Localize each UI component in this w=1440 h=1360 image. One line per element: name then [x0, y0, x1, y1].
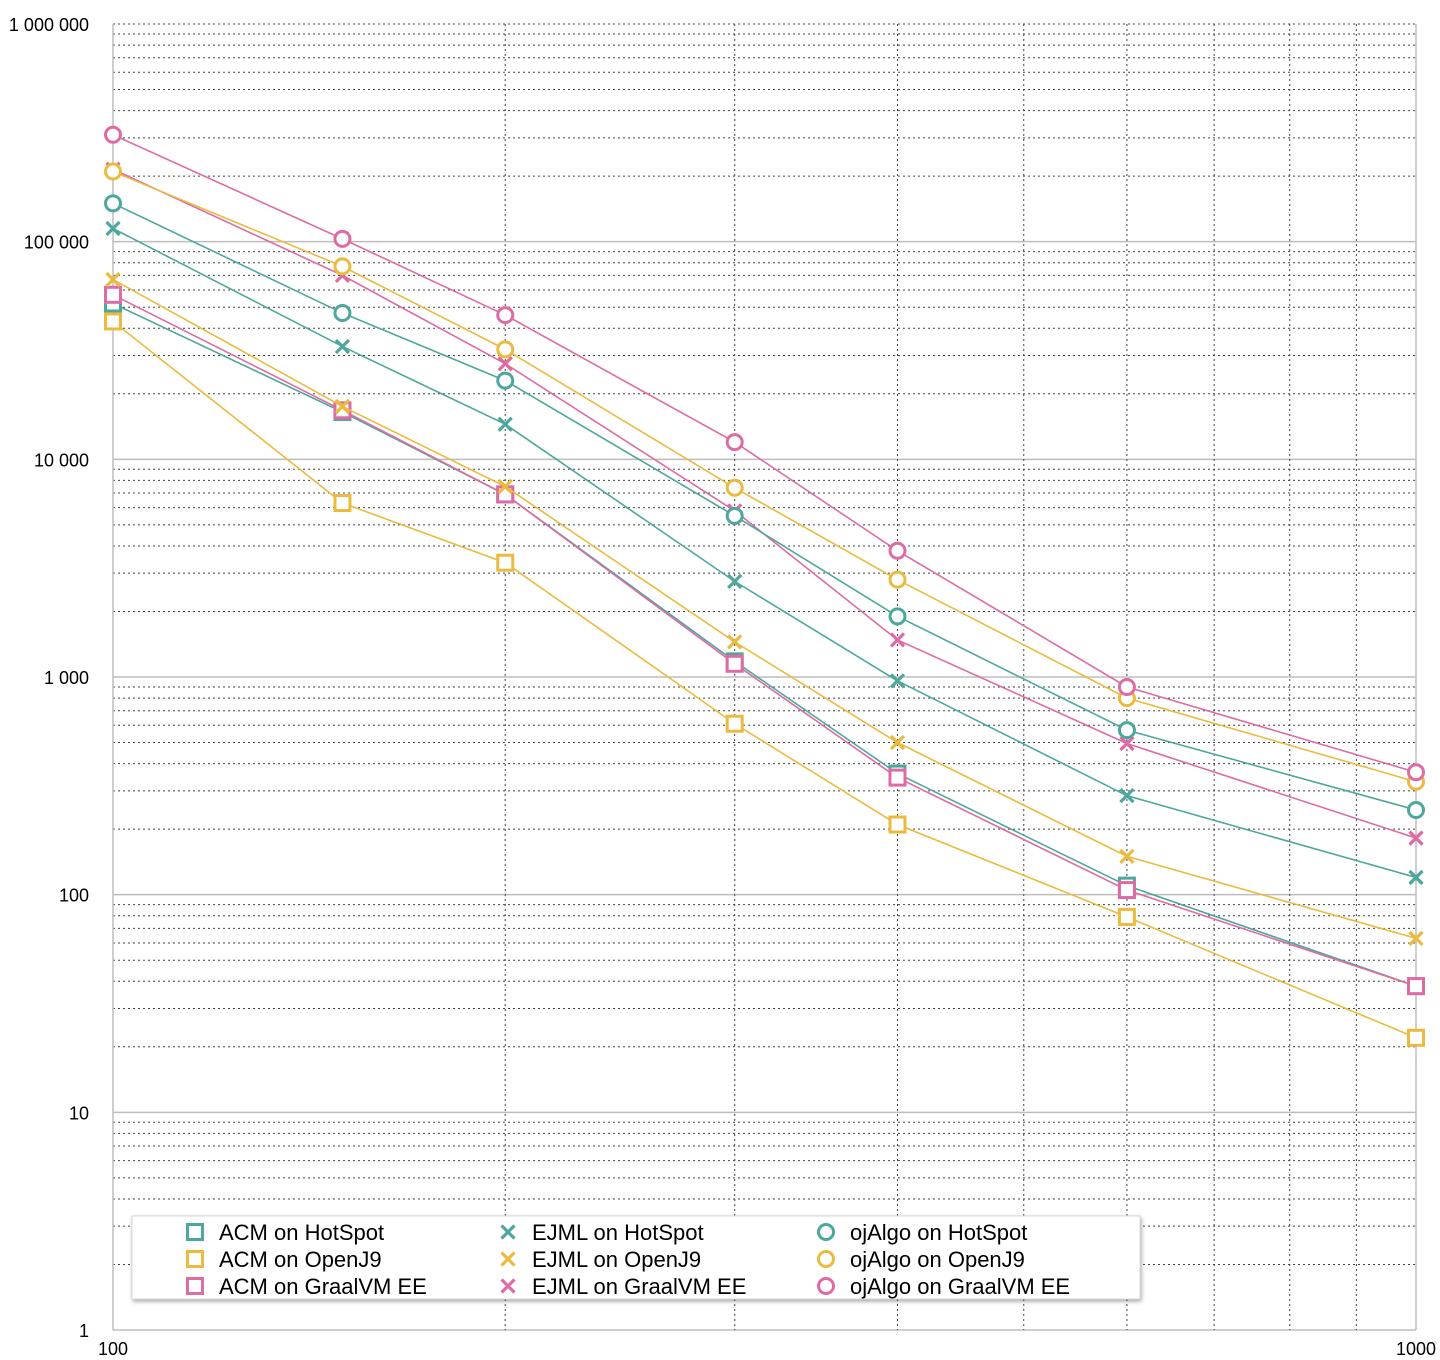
data-point	[105, 271, 121, 288]
legend-label: ACM on GraalVM EE	[219, 1274, 427, 1299]
data-point	[333, 494, 352, 513]
data-point	[333, 304, 352, 323]
data-point	[1119, 735, 1135, 752]
data-point	[725, 714, 744, 733]
data-point	[1117, 721, 1136, 740]
data-point	[334, 338, 351, 355]
series-0	[104, 294, 1425, 996]
data-point	[1119, 788, 1135, 804]
data-point	[497, 416, 513, 432]
x-tick-label: 100	[98, 1339, 128, 1359]
data-point	[1407, 977, 1425, 996]
data-point	[497, 478, 513, 495]
data-point	[725, 506, 744, 525]
y-tick-label: 1 000 000	[9, 15, 89, 35]
data-point	[725, 478, 744, 497]
series-line	[112, 168, 1417, 839]
series-line	[112, 278, 1417, 940]
data-point	[496, 371, 515, 390]
data-point	[727, 634, 743, 650]
axis-ticks: 1 10 100 1 000 10 000 100 000 1 000 000 100 1000	[9, 15, 1436, 1359]
data-point	[497, 356, 513, 372]
series-line	[112, 227, 1417, 879]
legend-marker	[817, 1277, 835, 1295]
x-tick-label: 1000	[1396, 1339, 1436, 1359]
data-point	[1408, 869, 1424, 886]
data-point	[104, 125, 122, 144]
data-point	[1117, 907, 1136, 926]
legend-label: ojAlgo on GraalVM EE	[850, 1274, 1070, 1299]
series-group	[104, 125, 1425, 1047]
legend-label: ojAlgo on OpenJ9	[850, 1247, 1025, 1272]
data-point	[1119, 848, 1135, 864]
data-point	[104, 162, 122, 181]
data-point	[1408, 930, 1424, 946]
data-point	[888, 768, 907, 787]
data-point	[104, 312, 122, 331]
legend-marker	[500, 1251, 516, 1267]
data-point	[333, 229, 352, 248]
data-point	[888, 607, 907, 626]
legend-marker	[186, 1223, 204, 1241]
data-point	[725, 654, 744, 673]
data-point	[889, 632, 906, 648]
series-line	[112, 302, 1417, 987]
y-tick-label: 100	[59, 886, 89, 906]
legend-label: EJML on OpenJ9	[532, 1247, 701, 1272]
data-point	[104, 194, 122, 213]
series-8	[104, 125, 1425, 782]
series-7	[104, 162, 1425, 791]
series-6	[104, 194, 1425, 819]
data-point	[333, 257, 352, 276]
data-point	[888, 570, 907, 589]
legend-box	[131, 1215, 1141, 1300]
legend-label: ACM on HotSpot	[219, 1220, 384, 1245]
legend-label: EJML on HotSpot	[532, 1220, 704, 1245]
data-point	[725, 433, 744, 452]
y-tick-label: 10 000	[34, 450, 89, 470]
data-point	[1408, 830, 1424, 846]
data-point	[888, 815, 907, 834]
data-point	[888, 541, 907, 560]
data-point	[727, 573, 743, 590]
series-line	[112, 320, 1417, 1039]
data-point	[496, 553, 515, 572]
series-4	[105, 271, 1424, 946]
legend-marker	[186, 1277, 204, 1295]
y-tick-label: 10	[69, 1103, 89, 1123]
legend-marker	[817, 1250, 835, 1268]
data-point	[334, 398, 351, 415]
data-point	[105, 220, 121, 237]
data-point	[1407, 763, 1425, 782]
data-point	[889, 673, 906, 689]
legend-label: ACM on OpenJ9	[219, 1247, 382, 1272]
series-line	[112, 202, 1417, 811]
data-point	[1407, 800, 1425, 819]
legend-label: EJML on GraalVM EE	[532, 1274, 746, 1299]
data-point	[1117, 677, 1136, 696]
series-2	[104, 285, 1425, 996]
data-point	[496, 340, 515, 359]
legend-marker	[186, 1250, 204, 1268]
y-tick-label: 1	[79, 1321, 89, 1341]
data-point	[104, 285, 122, 304]
grid	[112, 23, 1417, 1331]
data-point	[889, 734, 906, 751]
data-point	[1117, 881, 1136, 900]
legend-label: ojAlgo on HotSpot	[850, 1220, 1027, 1245]
legend-marker	[500, 1224, 516, 1240]
y-tick-label: 100 000	[24, 233, 89, 253]
data-point	[1407, 1028, 1425, 1047]
y-tick-label: 1 000	[44, 668, 89, 688]
series-1	[104, 312, 1425, 1047]
series-3	[105, 220, 1424, 886]
legend-marker	[500, 1278, 516, 1294]
legend-marker	[817, 1223, 835, 1241]
data-point	[496, 306, 515, 325]
